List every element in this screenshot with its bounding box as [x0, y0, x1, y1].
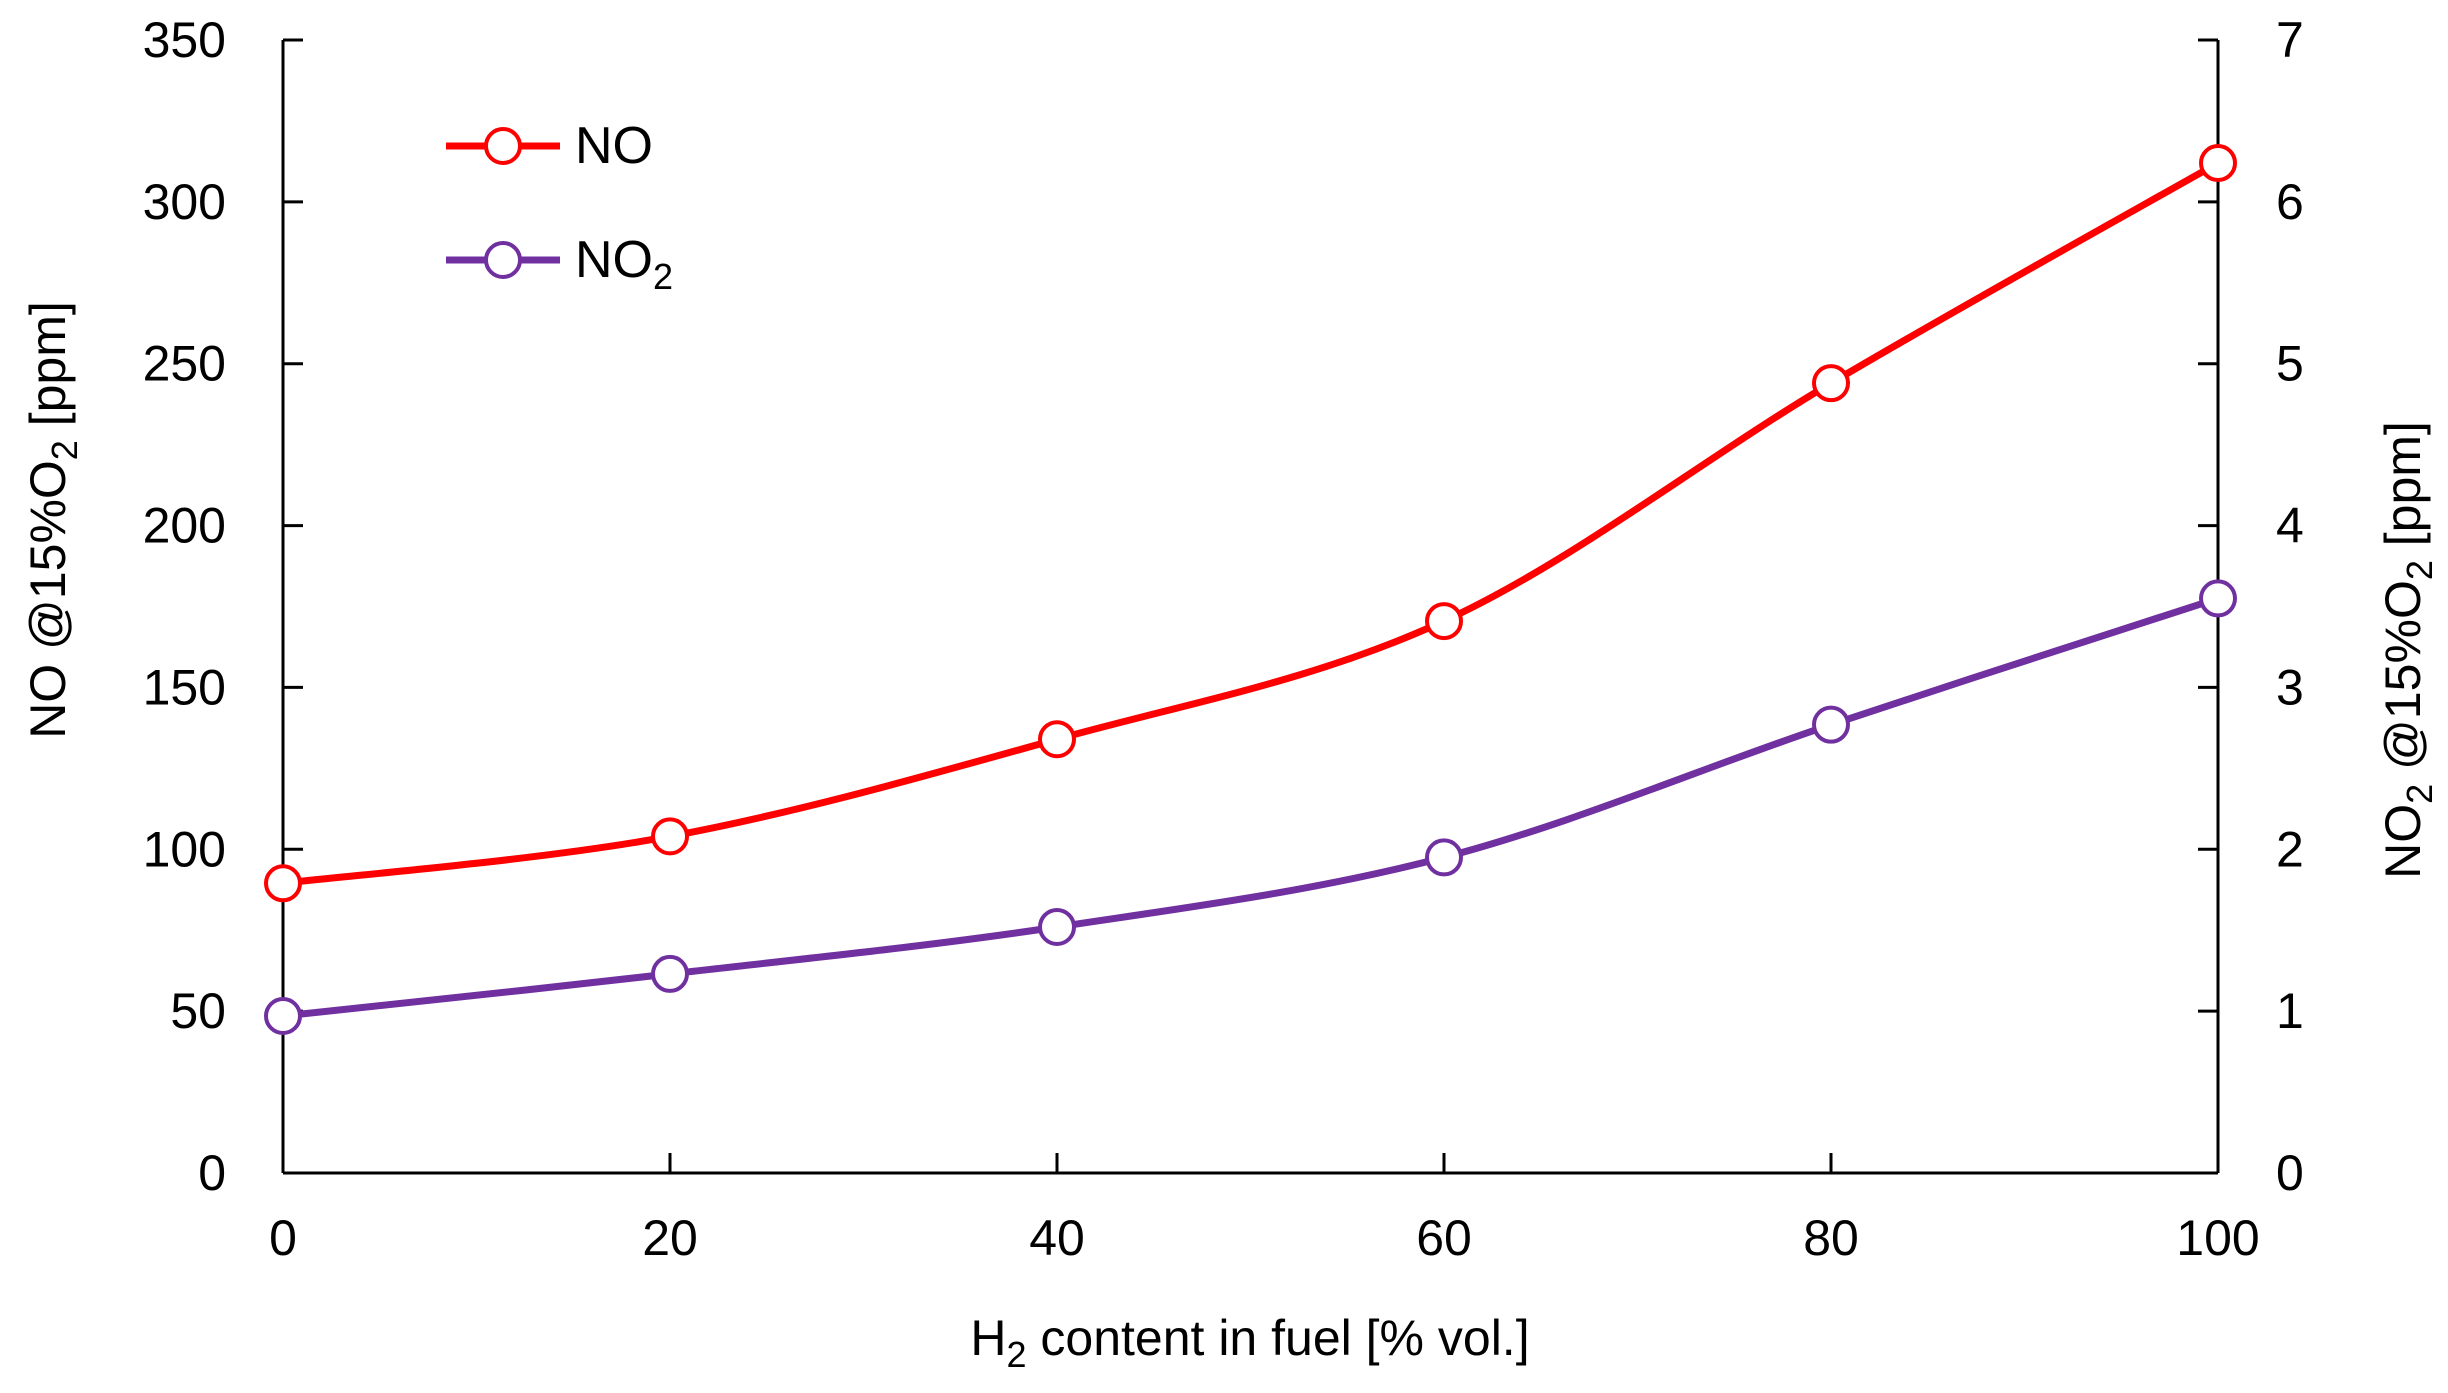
series-layer	[264, 144, 2237, 1035]
x-tick-label: 100	[2176, 1210, 2259, 1266]
data-point-no	[1038, 720, 1076, 759]
y-right-tick-label: 2	[2276, 821, 2304, 877]
y-right-tick-label: 5	[2276, 336, 2304, 392]
x-tick-label: 80	[1803, 1210, 1859, 1266]
y-right-tick-label: 6	[2276, 174, 2304, 230]
data-point-no	[1812, 364, 1850, 403]
series-line-no2	[282, 595, 2220, 1020]
data-point-no2	[1812, 705, 1850, 744]
y-left-tick-label: 0	[198, 1145, 226, 1201]
legend-entry-no: NO	[446, 117, 653, 175]
y-right-tick-label: 0	[2276, 1145, 2304, 1201]
y-axis-right: 0 1 2 3 4 5 6 7	[2198, 12, 2304, 1201]
y-left-tick-label: 200	[143, 498, 226, 554]
legend-entry-no2: NO2	[446, 231, 673, 297]
y-left-tick-label: 150	[143, 659, 226, 715]
y-right-tick-label: 4	[2276, 498, 2304, 554]
x-tick-label: 20	[642, 1210, 698, 1266]
y-left-tick-label: 100	[143, 821, 226, 877]
y-right-tick-label: 3	[2276, 659, 2304, 715]
data-point-no2	[1038, 907, 1076, 946]
data-point-no2	[1425, 838, 1463, 877]
data-point-no	[264, 864, 302, 903]
y-right-tick-label: 1	[2276, 983, 2304, 1039]
series-line-no	[282, 159, 2220, 887]
x-tick-label: 60	[1416, 1210, 1472, 1266]
y-axis-left: 0 50 100 150 200 250 300 350	[143, 12, 303, 1201]
legend-marker-no	[484, 127, 522, 165]
y-left-tick-label: 50	[170, 983, 226, 1039]
data-point-no	[2199, 144, 2237, 183]
data-point-no2	[2199, 579, 2237, 618]
y-left-tick-label: 300	[143, 174, 226, 230]
legend: NO NO2	[446, 117, 673, 297]
y-axis-left-title: NO @15%O2 [ppm]	[20, 301, 85, 739]
y-left-tick-label: 250	[143, 336, 226, 392]
y-left-tick-label: 350	[143, 12, 226, 68]
x-axis-title: H2 content in fuel [% vol.]	[970, 1310, 1529, 1375]
data-point-no2	[651, 954, 689, 993]
legend-label-no: NO	[575, 117, 653, 175]
x-axis: 0 20 40 60 80 100	[269, 1153, 2260, 1266]
data-point-no2	[264, 996, 302, 1035]
x-tick-label: 40	[1029, 1210, 1085, 1266]
x-tick-label: 0	[269, 1210, 297, 1266]
plot-frame	[281, 40, 2220, 1175]
legend-label-no2: NO2	[575, 231, 673, 297]
data-point-no	[1425, 602, 1463, 641]
data-point-no	[651, 817, 689, 856]
legend-marker-no2	[484, 241, 522, 279]
y-axis-right-title: NO2 @15%O2 [ppm]	[2375, 421, 2440, 879]
y-right-tick-label: 7	[2276, 12, 2304, 68]
